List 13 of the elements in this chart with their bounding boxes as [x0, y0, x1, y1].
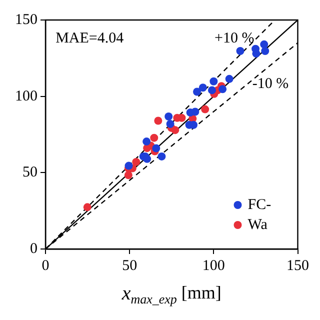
y-tick-label: 150 — [15, 12, 38, 28]
legend-label: Wa — [248, 216, 268, 233]
annotation: -10 % — [252, 76, 289, 92]
annotation: MAE=4.04 — [56, 30, 124, 46]
x-tick-label: 50 — [122, 258, 138, 274]
x-tick-label: 0 — [42, 258, 50, 274]
annotation: +10 % — [214, 30, 254, 46]
x-tick-label: 150 — [286, 258, 309, 274]
legend-label: FC- — [248, 196, 272, 213]
y-tick-label: 50 — [22, 164, 38, 181]
y-tick-label: 100 — [15, 88, 38, 104]
y-tick-label: 0 — [30, 240, 38, 257]
x-tick-label: 100 — [202, 258, 225, 274]
